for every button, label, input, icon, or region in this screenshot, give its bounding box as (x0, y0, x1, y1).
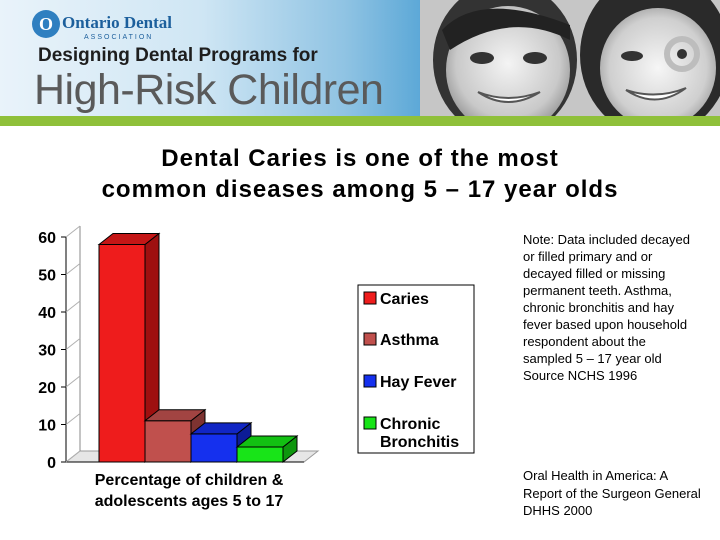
bar-top (97, 233, 161, 245)
y-tick-depth (65, 263, 81, 275)
legend-swatch (363, 374, 377, 388)
bar-top (143, 409, 207, 422)
legend-label: Asthma (380, 332, 439, 349)
bar-chart: 0 10 20 30 40 50 60 Percentage of children & ado… (38, 225, 475, 510)
legend-swatch (363, 416, 377, 430)
logo-mark-icon: O (32, 10, 60, 38)
legend-label: Hay Fever (380, 374, 457, 391)
legend-label: Caries (380, 291, 429, 308)
slide-heading: Dental Caries is one of the most common … (20, 143, 700, 205)
x-axis-label-line: Percentage of children & (95, 472, 284, 489)
legend-label: Bronchitis (380, 434, 459, 451)
banner-subtitle: Designing Dental Programs for (38, 45, 318, 66)
source-citation: Oral Health in America: A Report of the … (523, 468, 701, 518)
y-tick-label: 60 (38, 230, 56, 247)
y-tick-label: 20 (38, 380, 56, 397)
logo-name: Ontario Dental (62, 13, 173, 32)
x-axis-label-line: adolescents ages 5 to 17 (95, 493, 284, 510)
y-tick-label: 10 (38, 418, 56, 435)
y-tick-label: 30 (38, 343, 56, 360)
heading-line-2: common diseases among 5 – 17 year olds (101, 176, 619, 203)
y-tick-depth (65, 225, 81, 238)
banner: O Ontario Dental ASSOCIATION Designing D… (0, 0, 720, 126)
logo-subtext: ASSOCIATION (84, 34, 154, 41)
bar-asthma (144, 420, 192, 463)
y-tick-depth (65, 338, 81, 350)
legend-label: Chronic (380, 416, 441, 433)
legend-swatch (363, 332, 377, 346)
legend-box (357, 284, 475, 454)
y-tick-depth (65, 300, 81, 313)
banner-title: High-Risk Children (34, 66, 384, 114)
bar-top (235, 435, 299, 448)
chart-note: Note: Data included decayed or filled pr… (523, 232, 690, 383)
ontario-dental-logo: O Ontario Dental ASSOCIATION (32, 10, 172, 44)
legend-swatch (363, 291, 377, 305)
bar-hay-fever (190, 433, 238, 463)
bar-top (189, 422, 253, 435)
bar-caries (98, 244, 146, 463)
y-tick-label: 50 (38, 268, 56, 285)
banner-green-stripe (0, 116, 720, 126)
bar-chronic-bronchitis (236, 446, 284, 463)
y-tick-depth (65, 375, 81, 388)
y-tick-depth (65, 450, 81, 463)
y-tick-depth (65, 413, 81, 425)
children-photo (420, 0, 720, 116)
y-tick-label: 40 (38, 305, 56, 322)
y-tick-label: 0 (47, 455, 56, 472)
heading-line-1: Dental Caries is one of the most (161, 145, 559, 172)
